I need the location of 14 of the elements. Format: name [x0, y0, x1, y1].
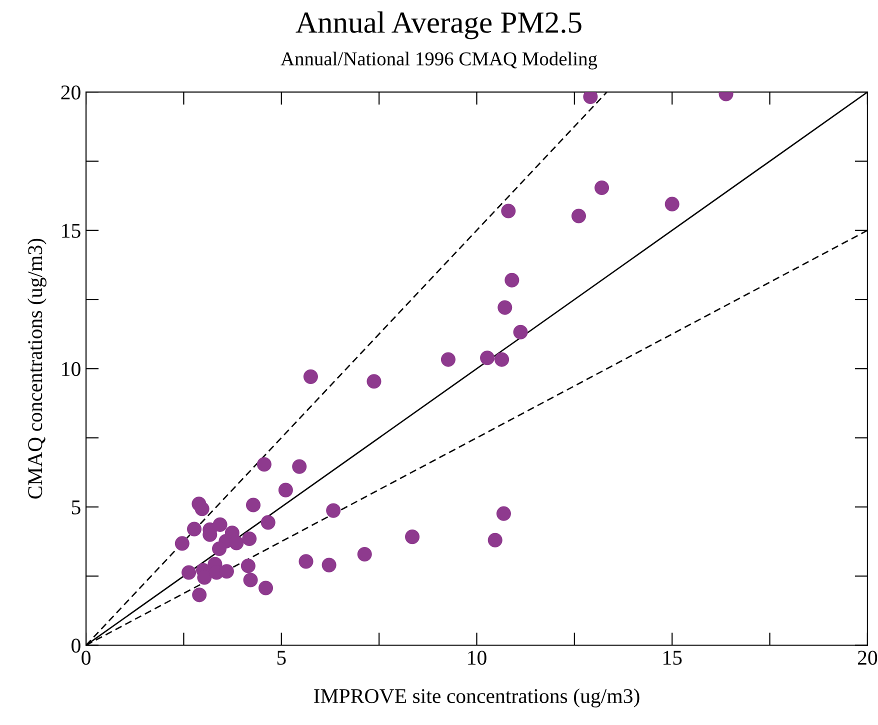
y-axis-title: CMAQ concentrations (ug/m3)	[28, 238, 46, 499]
x-tick-label: 10	[468, 650, 486, 665]
y-tick-label: 5	[72, 500, 80, 514]
x-tick-label: 15	[664, 650, 682, 665]
x-tick-label: 20	[858, 650, 878, 665]
chart-subtitle: Annual/National 1996 CMAQ Modeling	[280, 52, 598, 70]
y-tick-label: 10	[62, 362, 80, 376]
y-tick-label: 20	[61, 85, 80, 100]
x-tick-label: 0	[82, 650, 90, 665]
y-tick-label: 0	[72, 638, 80, 653]
x-tick-label: 5	[277, 650, 286, 665]
x-axis-title: IMPROVE site concentrations (ug/m3)	[314, 688, 640, 708]
chart-title: Annual Average PM2.5	[296, 11, 582, 40]
y-tick-label: 15	[62, 224, 80, 238]
